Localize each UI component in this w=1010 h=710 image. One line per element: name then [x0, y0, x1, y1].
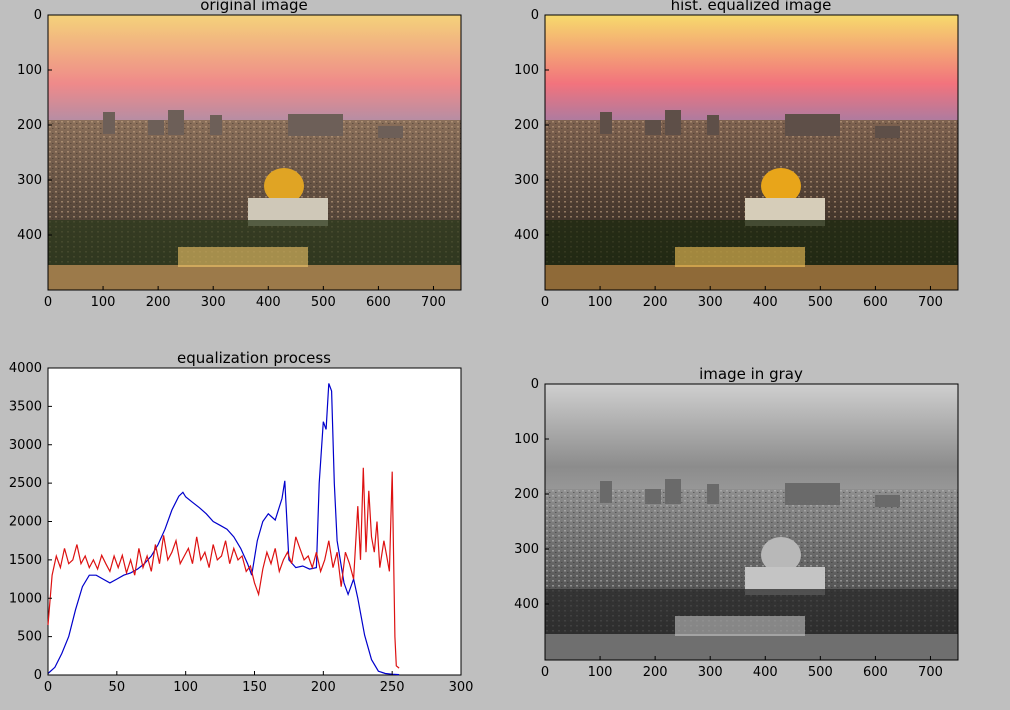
y-tick-label: 0 [34, 8, 42, 23]
x-tick-label: 600 [366, 295, 391, 310]
series-line-blue [47, 383, 400, 676]
x-tick-label: 0 [541, 665, 549, 680]
x-ticks: 0 50 100 150 200 250 300 [44, 671, 474, 695]
x-ticks: 0 100 200 300 400 500 600 700 [44, 286, 446, 310]
panel-title: image in gray [699, 365, 803, 383]
x-tick-label: 400 [753, 295, 778, 310]
x-tick-label: 300 [698, 295, 723, 310]
y-tick-label: 400 [17, 228, 42, 243]
x-tick-label: 250 [380, 680, 405, 695]
x-tick-label: 600 [863, 665, 888, 680]
y-tick-label: 200 [514, 118, 539, 133]
chart-equalization-process: equalization process 0 50 100 150 200 250 300 … [9, 349, 474, 695]
x-ticks: 0 100 200 300 400 500 600 700 [541, 286, 943, 310]
y-ticks: 0 500 1000 1500 2000 2500 3000 3500 4000 [9, 361, 52, 683]
y-tick-label: 200 [17, 118, 42, 133]
y-ticks: 0 100 200 300 400 [514, 8, 549, 243]
y-tick-label: 1000 [9, 591, 42, 606]
photo-original [48, 15, 461, 290]
y-tick-label: 0 [531, 8, 539, 23]
y-tick-label: 3000 [9, 438, 42, 453]
x-tick-label: 400 [753, 665, 778, 680]
series-line-red [47, 467, 400, 669]
y-tick-label: 2000 [9, 515, 42, 530]
y-tick-label: 0 [531, 377, 539, 392]
y-tick-label: 3500 [9, 399, 42, 414]
y-tick-label: 4000 [9, 361, 42, 376]
panel-title: original image [200, 0, 308, 14]
x-tick-label: 700 [918, 665, 943, 680]
y-tick-label: 100 [514, 432, 539, 447]
x-tick-label: 0 [541, 295, 549, 310]
y-tick-label: 500 [17, 630, 42, 645]
x-tick-label: 300 [449, 680, 474, 695]
y-tick-label: 400 [514, 597, 539, 612]
y-ticks: 0 100 200 300 400 [17, 8, 52, 243]
x-tick-label: 0 [44, 295, 52, 310]
y-tick-label: 200 [514, 487, 539, 502]
y-tick-label: 100 [514, 63, 539, 78]
panel-gray-image: image in gray 0 100 200 300 400 500 600 700 0 10… [514, 365, 959, 680]
x-tick-label: 100 [173, 680, 198, 695]
photo-gray [545, 384, 958, 660]
panel-original-image: original image 0 100 200 300 400 500 600 700 0 1… [17, 0, 462, 310]
x-tick-label: 500 [808, 295, 833, 310]
x-tick-label: 50 [109, 680, 126, 695]
x-ticks: 0 100 200 300 400 500 600 700 [541, 656, 943, 680]
x-tick-label: 200 [311, 680, 336, 695]
y-tick-label: 300 [17, 173, 42, 188]
y-tick-label: 400 [514, 228, 539, 243]
x-tick-label: 200 [643, 665, 668, 680]
panel-equalized-image: hist. equalized image 0 100 200 300 400 500 60… [514, 0, 959, 310]
y-tick-label: 300 [514, 173, 539, 188]
y-tick-label: 300 [514, 542, 539, 557]
x-tick-label: 100 [91, 295, 116, 310]
x-tick-label: 100 [588, 295, 613, 310]
panel-title: hist. equalized image [671, 0, 832, 14]
chart-series [47, 383, 400, 676]
x-tick-label: 700 [918, 295, 943, 310]
y-ticks: 0 100 200 300 400 [514, 377, 549, 612]
photo-equalized [545, 15, 958, 290]
y-tick-label: 2500 [9, 476, 42, 491]
x-tick-label: 150 [242, 680, 267, 695]
x-tick-label: 500 [808, 665, 833, 680]
x-tick-label: 600 [863, 295, 888, 310]
chart-title: equalization process [177, 349, 331, 367]
x-tick-label: 400 [256, 295, 281, 310]
y-tick-label: 0 [34, 668, 42, 683]
x-tick-label: 300 [698, 665, 723, 680]
x-tick-label: 0 [44, 680, 52, 695]
x-tick-label: 700 [421, 295, 446, 310]
x-tick-label: 300 [201, 295, 226, 310]
x-tick-label: 500 [311, 295, 336, 310]
x-tick-label: 100 [588, 665, 613, 680]
chart-plot-area [47, 367, 462, 676]
x-tick-label: 200 [146, 295, 171, 310]
y-tick-label: 100 [17, 63, 42, 78]
y-tick-label: 1500 [9, 553, 42, 568]
x-tick-label: 200 [643, 295, 668, 310]
